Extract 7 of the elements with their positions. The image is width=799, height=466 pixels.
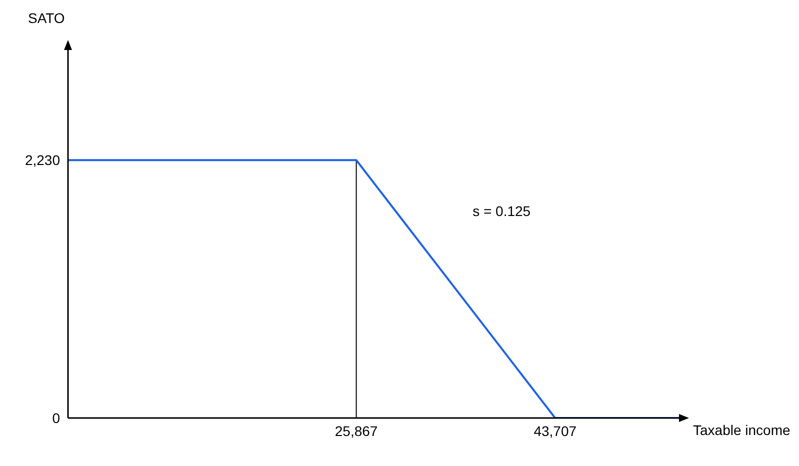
y-axis-title: SATO [28,10,65,26]
y-tick-label: 2,230 [24,152,60,168]
y-tick-label: 0 [52,410,60,426]
x-tick-label: 25,867 [334,422,378,439]
x-axis-title: Taxable income [693,422,790,438]
x-tick-label: 43,707 [534,422,577,439]
annotation: s = 0.125 [472,203,531,220]
